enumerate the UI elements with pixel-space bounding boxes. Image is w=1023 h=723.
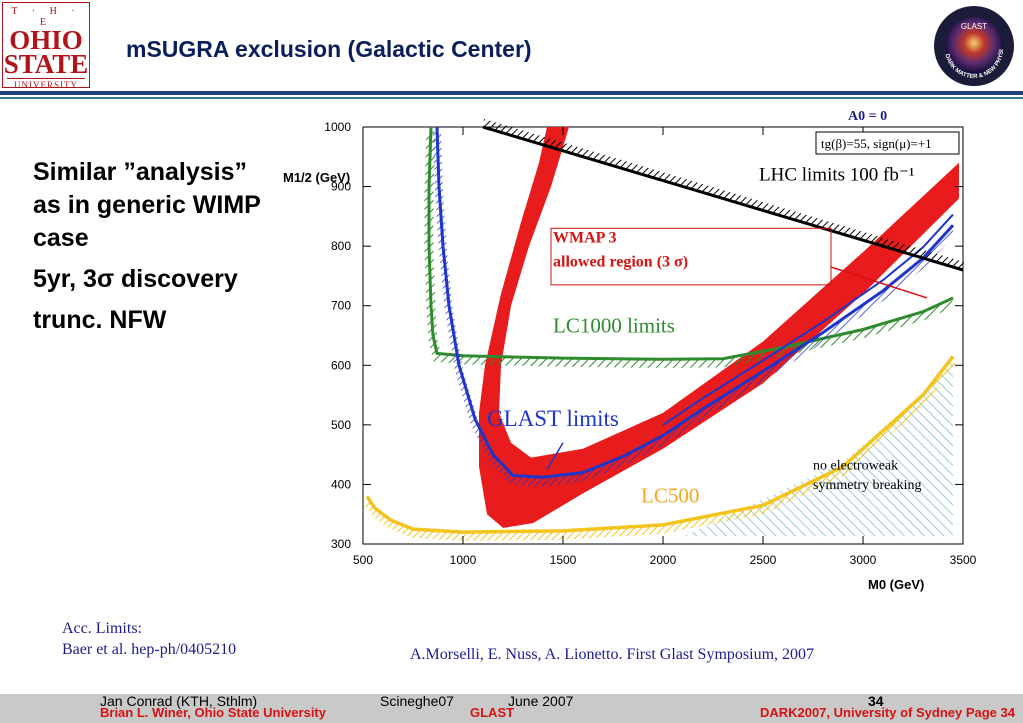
annotation-glast: GLAST limits — [487, 406, 619, 431]
y-tick-label: 400 — [331, 477, 351, 491]
logo-ohio: OHIO — [9, 25, 83, 55]
bullet-item: 5yr, 3σ discovery — [33, 265, 238, 293]
footer-conf-author: Jan Conrad (KTH, Sthlm) — [100, 693, 258, 709]
footer-center: GLAST — [470, 705, 515, 720]
logo-the: T · H · E — [11, 6, 81, 28]
annotation-lc1000: LC1000 limits — [553, 314, 675, 338]
wmap-label-box — [550, 227, 832, 286]
series-lc1000-line — [427, 126, 954, 361]
acc-reference: Baer et al. hep-ph/0405210 — [62, 641, 237, 658]
footer-right: DARK2007, University of Sydney Page 34 — [759, 705, 1015, 720]
y-tick-label: 700 — [331, 299, 351, 313]
y-tick-label: 800 — [331, 239, 351, 253]
series-lc500-hatch — [363, 358, 957, 541]
ohio-state-logo: T · H · E OHIO STATE UNIVERSITY — [2, 2, 90, 90]
x-tick-label: 2500 — [750, 553, 777, 567]
chart-header-label: A0 = 0 — [848, 109, 887, 124]
footer-bar — [0, 694, 1023, 723]
param-box-text: tg(β)=55, sign(μ)=+1 — [821, 136, 932, 151]
y-tick-label: 900 — [331, 180, 351, 194]
x-tick-label: 3500 — [950, 553, 977, 567]
annotation-no-ewsb-1: no electroweak — [813, 459, 898, 474]
annotation-no-ewsb-2: symmetry breaking — [813, 478, 921, 493]
footer-author: Brian L. Winer, Ohio State University — [100, 705, 326, 720]
y-tick-label: 500 — [331, 418, 351, 432]
y-tick-label: 600 — [331, 358, 351, 372]
annotation-wmap-region: allowed region (3 σ) — [553, 253, 688, 270]
header-rule — [0, 91, 1023, 95]
series-lhc-line — [482, 125, 964, 272]
glast-seal-logo: GLAST DARK MATTER & NEW PHYSICS — [933, 5, 1014, 86]
footer-conf-name: Scineghe07 — [380, 693, 454, 709]
x-tick-label: 500 — [353, 553, 373, 567]
series-glast-line — [435, 126, 955, 479]
x-tick-label: 1000 — [450, 553, 477, 567]
logo-university: UNIVERSITY — [7, 78, 85, 90]
logo-state: STATE — [3, 49, 89, 79]
series-lc500-line — [365, 355, 955, 534]
source-reference: A.Morselli, E. Nuss, A. Lionetto. First … — [410, 646, 815, 663]
slide-title: mSUGRA exclusion (Galactic Center) — [126, 36, 532, 62]
x-tick-label: 1500 — [550, 553, 577, 567]
excluded-region-no-ewsb — [683, 356, 953, 537]
y-tick-label: 1000 — [324, 120, 351, 134]
bullet-item: Similar ”analysis” as in generic WIMP ca… — [33, 158, 261, 252]
x-tick-label: 3000 — [850, 553, 877, 567]
series-wmap-band — [479, 127, 959, 528]
y-axis-label: M1/2 (GeV) — [283, 170, 350, 185]
y-tick-label: 300 — [331, 537, 351, 551]
param-box — [815, 131, 960, 155]
glast-arrow — [546, 442, 564, 470]
accelerator-limits-note: Acc. Limits: Baer et al. hep-ph/0405210 — [62, 618, 236, 660]
bullet-list: Similar ”analysis” as in generic WIMP ca… — [33, 156, 273, 345]
series-glast-line-upper — [662, 213, 954, 426]
bullet-item: trunc. NFW — [33, 306, 167, 334]
series-lhc-hatch — [481, 118, 965, 270]
acc-title: Acc. Limits: — [62, 620, 142, 637]
x-axis-label: M0 (GeV) — [868, 577, 924, 592]
footer-conf-date: June 2007 — [508, 693, 574, 709]
header-rule-accent — [0, 97, 1023, 99]
annotation-lhc: LHC limits 100 fb⁻¹ — [759, 165, 915, 186]
wmap-arrow — [830, 266, 928, 299]
annotation-wmap-title: WMAP 3 — [553, 230, 617, 247]
footer-page-number: 34 — [868, 693, 884, 709]
annotation-lc500: LC500 — [641, 483, 699, 507]
seal-center-text: GLAST — [961, 22, 987, 31]
msugra-exclusion-chart: 500 1000 1500 2000 2500 3000 3500 300 400 500 600 7… — [283, 109, 977, 592]
x-tick-label: 2000 — [650, 553, 677, 567]
